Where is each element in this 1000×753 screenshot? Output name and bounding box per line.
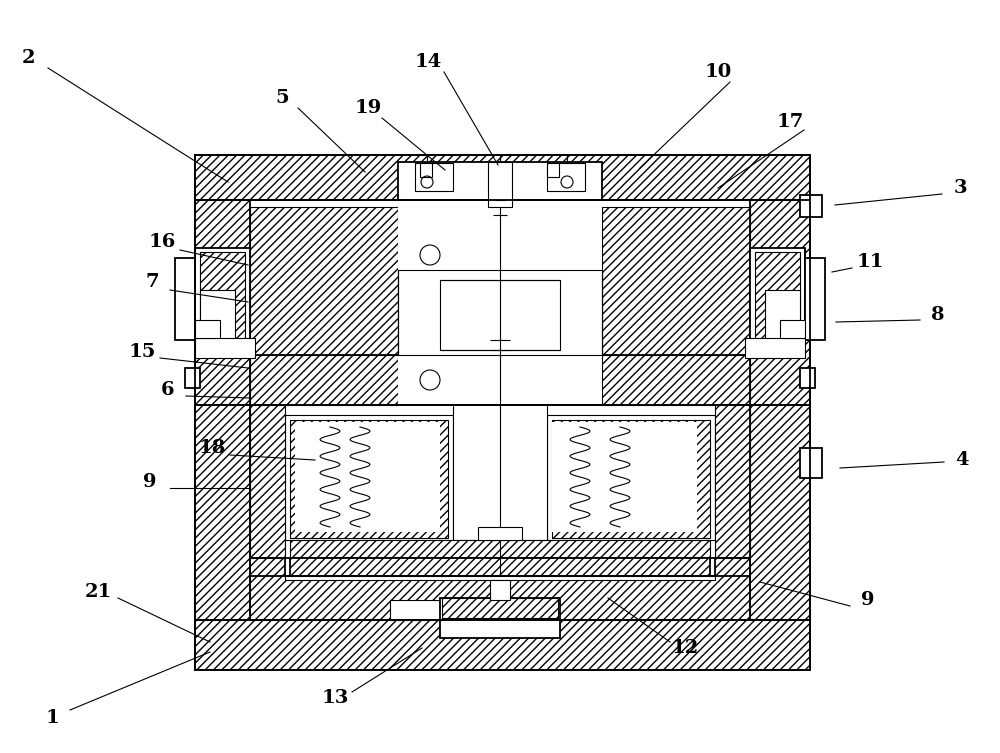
Bar [627, 422, 697, 532]
Bar [552, 420, 710, 538]
Text: 7: 7 [145, 273, 159, 291]
Bar [195, 248, 250, 358]
Bar [200, 252, 245, 352]
Bar [755, 252, 800, 352]
Bar [290, 540, 710, 558]
Bar [250, 200, 750, 405]
Bar [440, 620, 560, 638]
Text: 16: 16 [148, 233, 176, 251]
Bar [398, 162, 602, 200]
Bar [285, 576, 715, 580]
Bar [250, 558, 750, 620]
Bar [398, 207, 602, 355]
Bar [805, 258, 825, 340]
Text: 10: 10 [704, 63, 732, 81]
Bar [602, 355, 750, 405]
Bar [285, 558, 715, 576]
Bar [250, 207, 398, 355]
Bar [195, 155, 810, 200]
Text: 1: 1 [45, 709, 59, 727]
Bar [420, 163, 432, 177]
Text: 14: 14 [414, 53, 442, 71]
Bar [195, 320, 220, 338]
Bar [415, 163, 453, 191]
Bar [195, 620, 810, 670]
Text: 8: 8 [931, 306, 945, 324]
Text: 11: 11 [856, 253, 884, 271]
Text: 13: 13 [321, 689, 349, 707]
Bar [440, 280, 560, 350]
Text: 6: 6 [161, 381, 175, 399]
Bar [398, 270, 602, 355]
Bar [552, 422, 627, 532]
Bar [478, 527, 522, 540]
Bar [488, 162, 512, 207]
Text: 18: 18 [198, 439, 226, 457]
Bar [602, 207, 750, 355]
Bar [750, 248, 805, 358]
Bar [442, 598, 558, 618]
Text: 17: 17 [776, 113, 804, 131]
Bar [800, 368, 815, 388]
Bar [195, 200, 810, 405]
Bar [285, 415, 453, 543]
Bar [370, 422, 440, 532]
Bar [715, 405, 750, 558]
Text: 12: 12 [671, 639, 699, 657]
Bar [547, 163, 585, 191]
Text: 2: 2 [21, 49, 35, 67]
Text: 9: 9 [143, 473, 157, 491]
Bar [195, 155, 810, 200]
Bar [250, 405, 750, 558]
Bar [745, 338, 805, 358]
Bar [800, 448, 822, 478]
Bar [250, 355, 398, 405]
Bar [195, 405, 810, 575]
Bar [750, 405, 810, 620]
Bar [195, 620, 810, 670]
Bar [195, 338, 255, 358]
Bar [195, 155, 810, 620]
Bar [290, 558, 710, 576]
Bar [290, 420, 448, 538]
Bar [765, 290, 800, 340]
Bar [285, 540, 715, 558]
Bar [547, 163, 559, 177]
Bar [800, 195, 822, 217]
Bar [453, 405, 547, 558]
Bar [175, 258, 195, 340]
Bar [250, 405, 285, 558]
Bar [390, 600, 470, 620]
Bar [440, 598, 560, 620]
Text: 21: 21 [84, 583, 112, 601]
Bar [780, 320, 805, 338]
Bar [195, 405, 250, 620]
Bar [547, 415, 715, 543]
Text: 4: 4 [955, 451, 969, 469]
Text: 19: 19 [354, 99, 382, 117]
Bar [250, 558, 750, 620]
Text: 9: 9 [861, 591, 875, 609]
Bar [490, 580, 510, 600]
Bar [200, 290, 235, 340]
Text: 5: 5 [275, 89, 289, 107]
Text: 15: 15 [128, 343, 156, 361]
Text: 3: 3 [953, 179, 967, 197]
Bar [398, 355, 602, 405]
Bar [295, 422, 370, 532]
Bar [185, 368, 200, 388]
